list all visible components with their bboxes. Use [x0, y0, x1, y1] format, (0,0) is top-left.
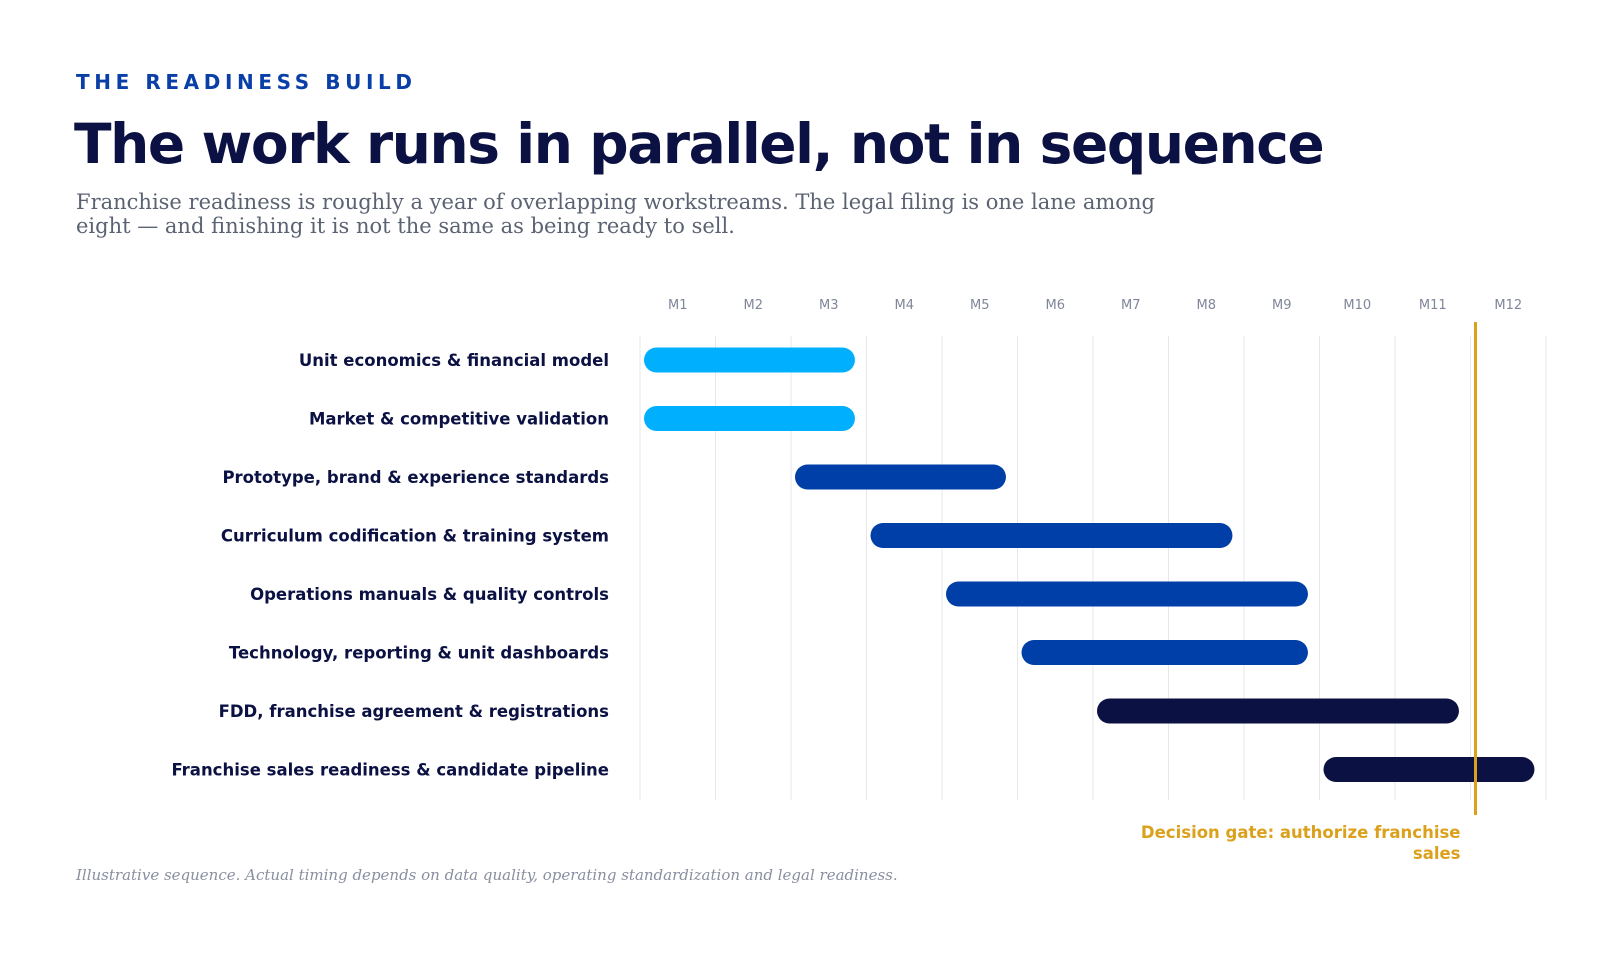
lane-bar	[644, 347, 855, 373]
eyebrow: THE READINESS BUILD	[76, 70, 417, 94]
lane-bar	[795, 464, 1006, 490]
x-tick-label: M7	[1121, 298, 1141, 313]
lane-label: Technology, reporting & unit dashboards	[229, 644, 609, 663]
x-tick-label: M5	[970, 298, 990, 313]
footnote: Illustrative sequence. Actual timing dep…	[76, 866, 898, 884]
lane-label: FDD, franchise agreement & registrations	[219, 702, 610, 721]
lane-bar	[946, 581, 1308, 607]
lane-bar	[1021, 640, 1308, 665]
lane-label: Prototype, brand & experience standards	[222, 468, 609, 487]
x-tick-label: M1	[668, 298, 688, 313]
page-subtitle: Franchise readiness is roughly a year of…	[76, 190, 1155, 238]
page-title: The work runs in parallel, not in sequen…	[74, 112, 1325, 176]
lane-label: Curriculum codification & training syste…	[221, 527, 609, 546]
x-tick-label: M12	[1494, 298, 1522, 313]
x-tick-label: M3	[819, 298, 839, 313]
x-tick-label: M10	[1343, 298, 1371, 313]
lane-bar	[870, 523, 1233, 548]
decision-gate-label: sales	[1413, 844, 1461, 863]
x-tick-label: M2	[744, 298, 764, 313]
lane-bar	[1323, 757, 1535, 782]
lane-bar	[1097, 698, 1459, 724]
decision-gate-label: Decision gate: authorize franchise	[1141, 823, 1461, 842]
lane-label: Operations manuals & quality controls	[250, 585, 609, 604]
x-tick-label: M6	[1046, 298, 1066, 313]
x-tick-label: M8	[1197, 298, 1217, 313]
x-tick-label: M9	[1272, 298, 1292, 313]
x-tick-label: M11	[1419, 298, 1447, 313]
lane-bar	[644, 406, 855, 431]
x-tick-label: M4	[895, 298, 915, 313]
lane-label: Franchise sales readiness & candidate pi…	[171, 761, 609, 780]
lane-label: Market & competitive validation	[309, 410, 609, 429]
lane-label: Unit economics & financial model	[299, 351, 609, 370]
